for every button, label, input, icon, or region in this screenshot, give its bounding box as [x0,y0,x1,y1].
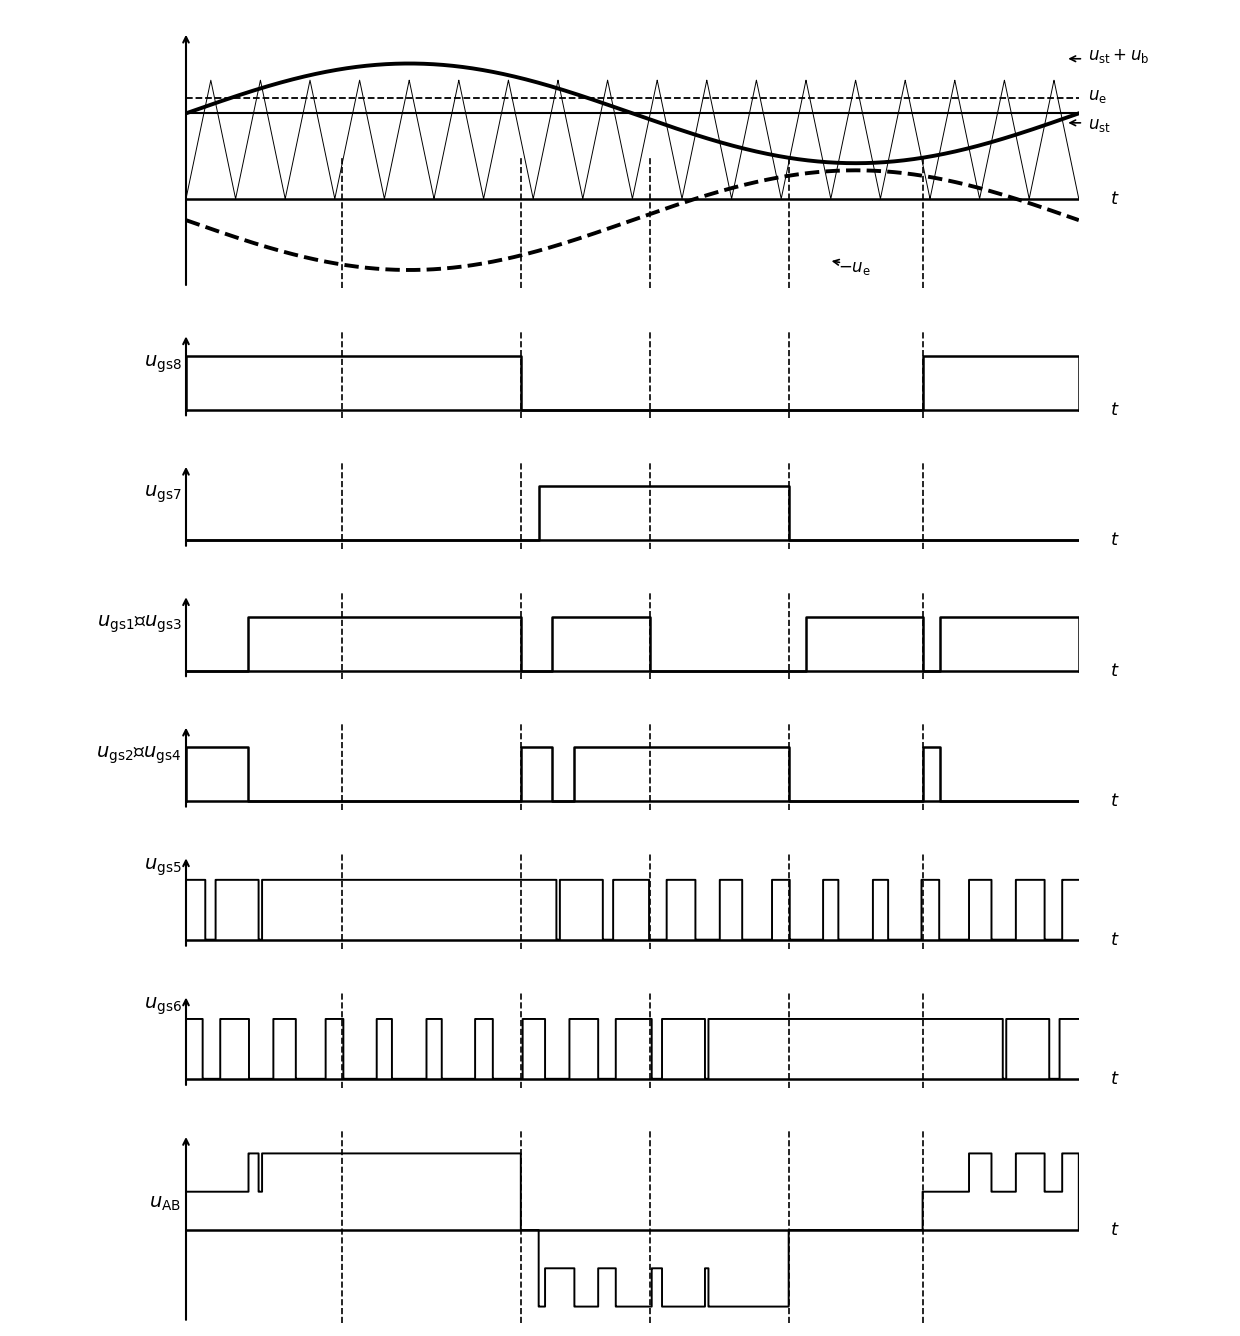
Text: $t$: $t$ [1110,532,1120,549]
Text: $u_{\mathrm{gs2}}$、$u_{\mathrm{gs4}}$: $u_{\mathrm{gs2}}$、$u_{\mathrm{gs4}}$ [97,744,181,766]
Text: $u_{\mathrm{st}}+u_{\mathrm{b}}$: $u_{\mathrm{st}}+u_{\mathrm{b}}$ [1087,47,1149,65]
Text: $u_{\mathrm{gs7}}$: $u_{\mathrm{gs7}}$ [144,484,181,505]
Text: $-u_{\mathrm{e}}$: $-u_{\mathrm{e}}$ [838,259,870,277]
Text: $t$: $t$ [1110,931,1120,949]
Text: $u_{\mathrm{gs6}}$: $u_{\mathrm{gs6}}$ [144,995,181,1017]
Text: $t$: $t$ [1110,401,1120,420]
Text: $t$: $t$ [1110,792,1120,811]
Text: $u_{\mathrm{e}}$: $u_{\mathrm{e}}$ [1087,87,1107,104]
Text: $u_{\mathrm{gs5}}$: $u_{\mathrm{gs5}}$ [144,856,181,878]
Text: $t$: $t$ [1110,190,1120,208]
Text: $u_{\mathrm{gs8}}$: $u_{\mathrm{gs8}}$ [144,353,181,374]
Text: $u_{\mathrm{AB}}$: $u_{\mathrm{AB}}$ [150,1194,181,1213]
Text: $t$: $t$ [1110,661,1120,680]
Text: $t$: $t$ [1110,1221,1120,1238]
Text: $u_{\mathrm{st}}$: $u_{\mathrm{st}}$ [1087,116,1111,134]
Text: $t$: $t$ [1110,1070,1120,1088]
Text: $u_{\mathrm{gs1}}$、$u_{\mathrm{gs3}}$: $u_{\mathrm{gs1}}$、$u_{\mathrm{gs3}}$ [97,615,181,636]
